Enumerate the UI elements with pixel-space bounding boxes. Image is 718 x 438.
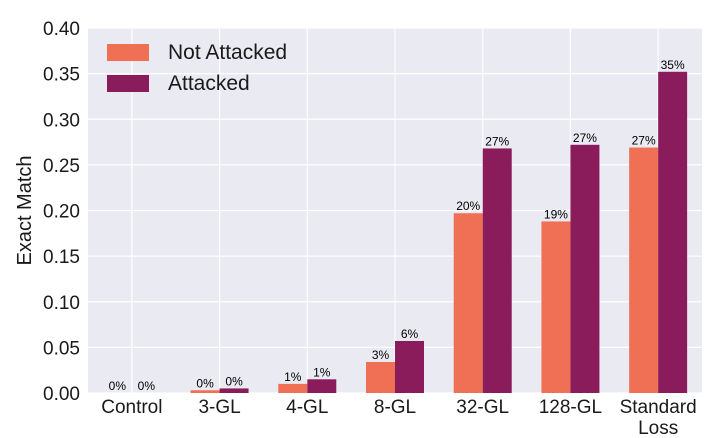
x-tick-label: 3-GL — [198, 397, 240, 418]
y-tick-label: 0.40 — [43, 19, 80, 40]
x-tick-label: Control — [101, 397, 162, 418]
bar-not-attacked — [191, 390, 220, 393]
y-tick-label: 0.15 — [43, 247, 80, 268]
data-label: 6% — [401, 327, 419, 341]
y-axis-label: Exact Match — [14, 155, 36, 265]
x-axis-ticks: Control 3-GL 4-GL 8-GL 32-GL 128-GL Standard Lo… — [101, 397, 696, 438]
y-tick-label: 0.25 — [43, 156, 80, 177]
y-tick-label: 0.35 — [43, 65, 80, 86]
bar-attacked — [483, 148, 512, 393]
bar-not-attacked — [629, 148, 658, 393]
bar-attacked — [307, 379, 336, 393]
data-label: 0% — [225, 374, 243, 388]
legend-swatch — [107, 44, 149, 61]
x-tick-label: 128-GL — [539, 397, 602, 418]
data-label: 0% — [196, 376, 214, 390]
x-tick-label: 4-GL — [286, 397, 328, 418]
bar-not-attacked — [366, 362, 395, 393]
data-label: 27% — [573, 131, 597, 145]
data-label: 35% — [661, 58, 685, 72]
bar-attacked — [658, 72, 687, 393]
bar-attacked — [570, 145, 599, 393]
y-tick-label: 0.05 — [43, 338, 80, 359]
data-label: 1% — [284, 370, 302, 384]
x-tick-label: 32-GL — [456, 397, 509, 418]
data-label: 27% — [485, 134, 509, 148]
y-tick-label: 0.30 — [43, 110, 80, 131]
y-axis-ticks: 0.00 0.05 0.10 0.15 0.20 0.25 0.30 0.35 0.40 — [43, 19, 80, 405]
y-tick-label: 0.10 — [43, 293, 80, 314]
legend-swatch — [107, 75, 149, 92]
bar-attacked — [395, 341, 424, 393]
data-label: 19% — [544, 207, 568, 221]
data-label: 1% — [313, 365, 331, 379]
bar-attacked — [220, 388, 249, 393]
legend-label: Not Attacked — [168, 41, 287, 64]
data-label: 3% — [372, 348, 390, 362]
data-label: 27% — [632, 134, 656, 148]
bar-not-attacked — [454, 213, 483, 393]
y-tick-label: 0.00 — [43, 384, 80, 405]
bar-not-attacked — [278, 384, 307, 393]
data-label: 20% — [456, 199, 480, 213]
x-tick-label: Standard Loss — [620, 397, 697, 438]
y-tick-label: 0.20 — [43, 202, 80, 223]
bar-not-attacked — [541, 221, 570, 393]
data-label: 0% — [138, 379, 156, 393]
legend-label: Attacked — [168, 72, 250, 95]
x-tick-label: 8-GL — [374, 397, 416, 418]
data-label: 0% — [109, 379, 127, 393]
